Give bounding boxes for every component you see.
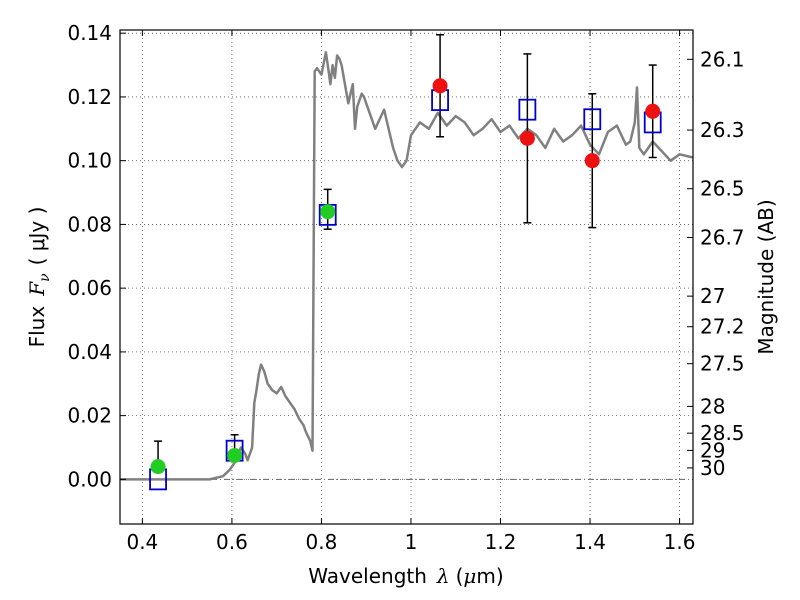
x-tick-label: 0.8 (306, 530, 338, 554)
y-axis-label: FluxFν( μJy ) (25, 207, 53, 348)
x-tick-label: 0.4 (126, 530, 158, 554)
red-data-point (519, 130, 535, 146)
y-axis-left: 0.00 0.02 0.04 0.06 0.08 0.10 0.12 0.14 (67, 21, 126, 491)
red-data-point (432, 78, 448, 94)
model-photometry-square (583, 108, 602, 131)
x-tick-label: 1 (405, 530, 418, 554)
green-data-point (227, 447, 243, 463)
y-tick-label: 0.02 (67, 404, 112, 428)
right-tick-label: 26.7 (700, 225, 745, 249)
right-tick-label: 28.5 (700, 421, 745, 445)
y-tick-label: 0.04 (67, 340, 112, 364)
x-tick-label: 0.6 (216, 530, 248, 554)
red-data-point (584, 153, 600, 169)
green-data-point (320, 204, 336, 220)
x-axis-label: Wavelength λ (μm) (308, 564, 503, 588)
red-data-point (645, 103, 661, 119)
right-tick-label: 26.3 (700, 118, 745, 142)
y-tick-label: 0.08 (67, 212, 112, 236)
right-tick-label: 26.5 (700, 177, 745, 201)
plot-frame (119, 29, 694, 525)
right-tick-label: 27.2 (700, 315, 745, 339)
right-tick-label: 27 (700, 284, 725, 308)
y-tick-label: 0.06 (67, 276, 112, 300)
y-tick-label: 0.10 (67, 149, 112, 173)
right-tick-label: 26.1 (700, 47, 745, 71)
plot-area (120, 34, 694, 491)
x-axis: 0.4 0.6 0.8 1 1.2 1.4 1.6 (126, 30, 695, 554)
green-data-point (150, 459, 166, 475)
y-axis-label-right: Magnitude (AB) (754, 199, 778, 354)
x-tick-label: 1.6 (664, 530, 696, 554)
y-tick-label: 0.14 (67, 21, 112, 45)
x-tick-label: 1.4 (574, 530, 606, 554)
model-spectrum-line (120, 51, 694, 481)
right-tick-label: 29 (700, 438, 725, 462)
x-tick-label: 1.2 (485, 530, 517, 554)
right-tick-label: 30 (700, 456, 725, 480)
y-tick-label: 0.12 (67, 85, 112, 109)
right-tick-label: 28 (700, 394, 725, 418)
model-photometry-square (518, 98, 537, 121)
right-tick-label: 27.5 (700, 352, 745, 376)
y-tick-label: 0.00 (67, 467, 112, 491)
